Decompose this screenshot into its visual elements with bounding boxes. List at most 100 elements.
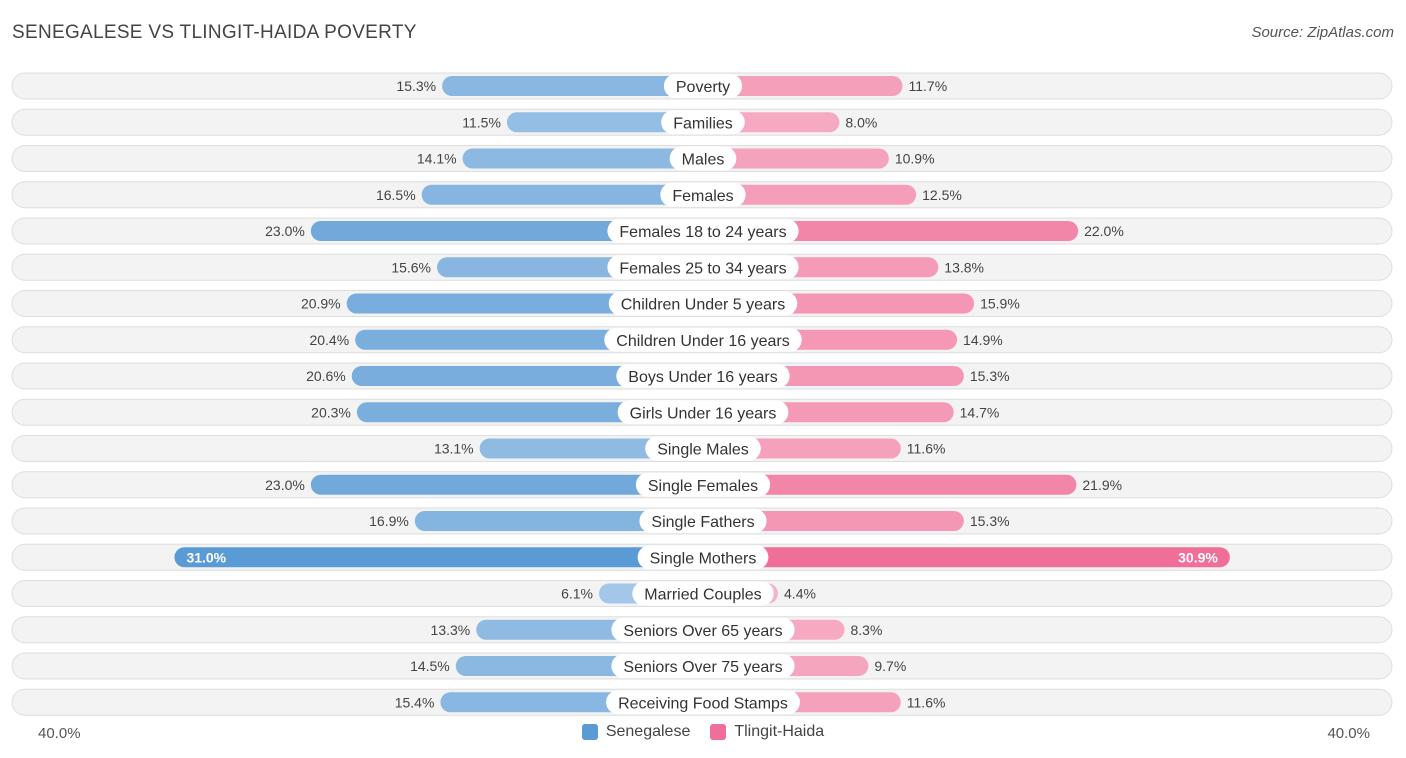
value-label-tlingit-haida: 15.3% bbox=[970, 513, 1010, 529]
chart-title: SENEGALESE VS TLINGIT-HAIDA POVERTY bbox=[12, 22, 417, 43]
category-label: Families bbox=[673, 115, 733, 132]
value-label-tlingit-haida: 30.9% bbox=[1178, 549, 1218, 565]
category-label: Single Mothers bbox=[650, 550, 757, 567]
category-label-pill bbox=[669, 146, 737, 171]
bar-senegalese bbox=[310, 474, 703, 495]
bar-senegalese bbox=[174, 547, 703, 568]
bar-senegalese bbox=[506, 112, 703, 133]
category-label: Females 25 to 34 years bbox=[619, 260, 786, 277]
value-label-tlingit-haida: 11.6% bbox=[907, 441, 946, 457]
bar-tlingit-haida bbox=[703, 184, 917, 205]
category-label-pill bbox=[611, 617, 795, 642]
category-label: Seniors Over 65 years bbox=[623, 623, 782, 640]
value-label-senegalese: 6.1% bbox=[561, 586, 593, 602]
value-label-tlingit-haida: 13.8% bbox=[944, 259, 984, 275]
category-label-pill bbox=[632, 581, 774, 606]
bar-senegalese bbox=[462, 148, 703, 169]
legend: Senegalese Tlingit-Haida bbox=[0, 723, 1406, 741]
category-label: Children Under 16 years bbox=[616, 333, 789, 350]
legend-item-senegalese[interactable]: Senegalese bbox=[581, 723, 691, 741]
bar-senegalese bbox=[356, 402, 703, 423]
value-label-tlingit-haida: 11.7% bbox=[908, 78, 947, 94]
category-label-pill bbox=[607, 255, 799, 280]
category-label: Single Males bbox=[657, 442, 749, 459]
category-label: Boys Under 16 years bbox=[628, 369, 777, 386]
category-label-pill bbox=[617, 400, 789, 425]
value-label-senegalese: 15.3% bbox=[396, 78, 436, 94]
axis-left-label: 40.0% bbox=[38, 725, 81, 742]
value-label-tlingit-haida: 9.7% bbox=[874, 658, 906, 674]
value-label-senegalese: 11.5% bbox=[462, 114, 501, 130]
bar-tlingit-haida bbox=[703, 474, 1077, 495]
category-label-pill bbox=[639, 509, 767, 533]
value-label-tlingit-haida: 21.9% bbox=[1082, 477, 1122, 493]
value-label-senegalese: 16.5% bbox=[376, 187, 416, 203]
value-label-tlingit-haida: 10.9% bbox=[895, 151, 935, 167]
bar-tlingit-haida bbox=[703, 511, 964, 531]
value-label-senegalese: 15.4% bbox=[395, 694, 435, 710]
value-label-tlingit-haida: 12.5% bbox=[922, 187, 962, 203]
value-label-tlingit-haida: 14.9% bbox=[963, 332, 1003, 348]
value-label-senegalese: 15.6% bbox=[391, 259, 431, 275]
category-label: Receiving Food Stamps bbox=[618, 695, 788, 712]
category-label-pill bbox=[663, 74, 743, 98]
value-label-senegalese: 23.0% bbox=[265, 223, 305, 239]
category-label-pill bbox=[616, 364, 790, 388]
value-label-senegalese: 23.0% bbox=[265, 477, 305, 493]
bar-tlingit-haida bbox=[703, 148, 889, 169]
diverging-bar-chart: Poverty 15.3% 11.7% Families 11.5% 8.0% Males 1… bbox=[11, 72, 1393, 716]
source-credit: Source: ZipAtlas.com bbox=[1251, 24, 1394, 41]
category-label: Single Fathers bbox=[651, 514, 754, 531]
bar-tlingit-haida bbox=[703, 547, 1230, 568]
category-label: Poverty bbox=[676, 79, 730, 96]
value-label-senegalese: 14.1% bbox=[417, 151, 457, 167]
category-label-pill bbox=[645, 436, 761, 461]
value-label-tlingit-haida: 4.4% bbox=[784, 586, 816, 602]
value-label-tlingit-haida: 22.0% bbox=[1084, 223, 1124, 239]
category-label: Girls Under 16 years bbox=[630, 405, 777, 422]
legend-swatch-tlingit-haida bbox=[710, 724, 727, 740]
category-label-pill bbox=[660, 182, 746, 207]
value-label-senegalese: 20.4% bbox=[309, 332, 349, 348]
category-label-pill bbox=[611, 654, 795, 678]
category-label: Married Couples bbox=[644, 587, 761, 604]
bar-tlingit-haida bbox=[703, 76, 903, 96]
value-label-senegalese: 20.6% bbox=[306, 368, 346, 384]
value-label-tlingit-haida: 14.7% bbox=[960, 404, 1000, 420]
bar-senegalese bbox=[421, 184, 703, 205]
bar-senegalese bbox=[351, 366, 703, 386]
category-label-pill bbox=[608, 291, 798, 316]
bar-senegalese bbox=[414, 511, 703, 531]
bar-senegalese bbox=[442, 76, 703, 96]
category-label: Females 18 to 24 years bbox=[619, 224, 786, 241]
legend-swatch-senegalese bbox=[581, 724, 598, 740]
value-label-senegalese: 14.5% bbox=[410, 658, 450, 674]
value-label-tlingit-haida: 8.0% bbox=[845, 114, 877, 130]
value-label-tlingit-haida: 15.9% bbox=[980, 296, 1020, 312]
value-label-senegalese: 20.3% bbox=[311, 404, 351, 420]
value-label-senegalese: 13.3% bbox=[431, 622, 471, 638]
category-label: Males bbox=[682, 152, 725, 169]
category-label-pill bbox=[637, 545, 769, 570]
value-label-senegalese: 31.0% bbox=[186, 549, 226, 565]
value-label-senegalese: 20.9% bbox=[301, 296, 341, 312]
category-label: Single Females bbox=[648, 478, 758, 495]
value-label-tlingit-haida: 11.6% bbox=[907, 694, 946, 710]
category-label: Seniors Over 75 years bbox=[623, 659, 782, 676]
value-label-tlingit-haida: 15.3% bbox=[970, 368, 1010, 384]
category-label-pill bbox=[604, 327, 802, 352]
axis-right-label: 40.0% bbox=[1327, 725, 1370, 742]
legend-item-tlingit-haida[interactable]: Tlingit-Haida bbox=[710, 723, 824, 741]
value-label-tlingit-haida: 8.3% bbox=[851, 622, 883, 638]
category-label-pill bbox=[661, 110, 745, 135]
category-label: Females bbox=[672, 188, 733, 205]
legend-label-senegalese: Senegalese bbox=[605, 723, 691, 740]
category-label-pill bbox=[606, 690, 800, 715]
bar-senegalese bbox=[310, 221, 703, 241]
legend-label-tlingit-haida: Tlingit-Haida bbox=[734, 723, 825, 740]
category-label: Children Under 5 years bbox=[621, 297, 786, 314]
value-label-senegalese: 16.9% bbox=[369, 513, 409, 529]
value-label-senegalese: 13.1% bbox=[434, 441, 474, 457]
category-label-pill bbox=[607, 219, 799, 243]
category-label-pill bbox=[635, 472, 771, 497]
